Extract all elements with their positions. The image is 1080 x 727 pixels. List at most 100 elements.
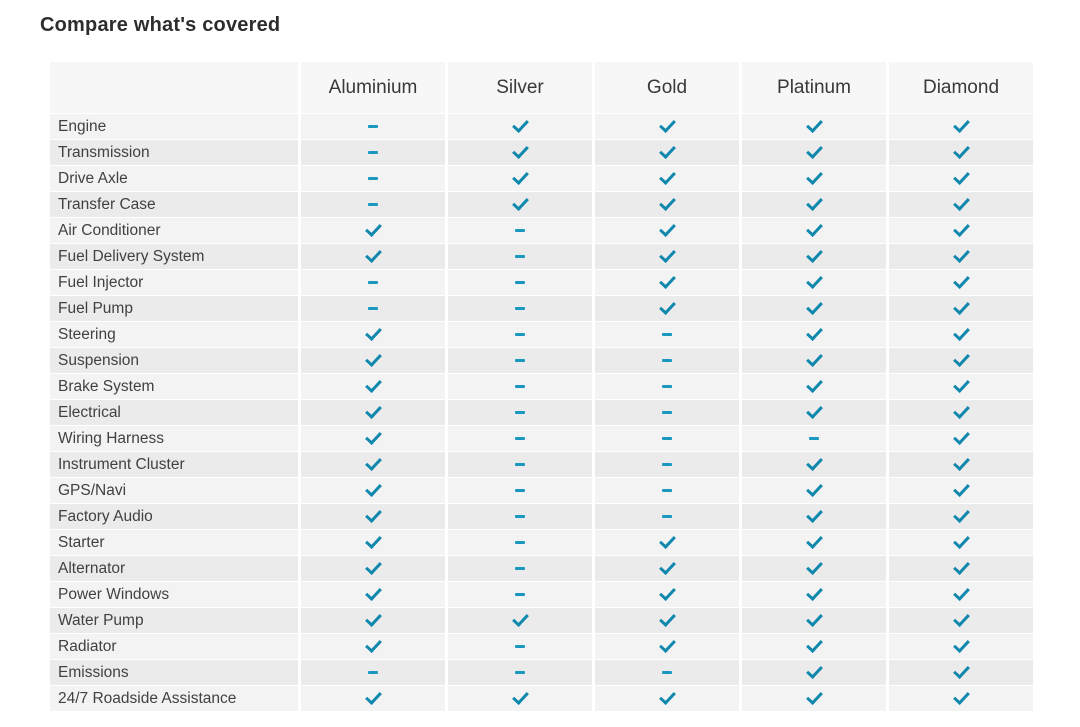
check-icon: [805, 349, 823, 368]
coverage-cell: [742, 634, 886, 659]
dash-icon: [368, 671, 378, 674]
coverage-cell: [742, 452, 886, 477]
check-icon: [952, 583, 970, 602]
dash-icon: [515, 333, 525, 336]
check-icon: [658, 297, 676, 316]
coverage-cell: [742, 218, 886, 243]
check-icon: [805, 245, 823, 264]
check-icon: [364, 583, 382, 602]
dash-icon: [368, 177, 378, 180]
check-icon: [658, 271, 676, 290]
dash-icon: [368, 307, 378, 310]
check-icon: [805, 479, 823, 498]
dash-icon: [515, 281, 525, 284]
check-icon: [805, 401, 823, 420]
coverage-cell: [889, 686, 1033, 711]
coverage-cell: [742, 348, 886, 373]
coverage-cell: [448, 634, 592, 659]
check-icon: [364, 479, 382, 498]
check-icon: [364, 505, 382, 524]
coverage-comparison-table: Aluminium Silver Gold Platinum Diamond Engine…: [50, 62, 1033, 711]
check-icon: [952, 323, 970, 342]
row-label: Instrument Cluster: [50, 452, 298, 477]
coverage-cell: [448, 452, 592, 477]
row-label: Wiring Harness: [50, 426, 298, 451]
coverage-cell: [595, 556, 739, 581]
check-icon: [805, 323, 823, 342]
check-icon: [805, 661, 823, 680]
coverage-cell: [448, 686, 592, 711]
coverage-cell: [448, 218, 592, 243]
check-icon: [658, 531, 676, 550]
column-header-gold: Gold: [595, 62, 739, 113]
coverage-cell: [742, 556, 886, 581]
coverage-cell: [301, 400, 445, 425]
coverage-cell: [742, 478, 886, 503]
dash-icon: [662, 489, 672, 492]
coverage-cell: [595, 114, 739, 139]
coverage-cell: [889, 296, 1033, 321]
coverage-cell: [742, 660, 886, 685]
check-icon: [658, 609, 676, 628]
check-icon: [952, 479, 970, 498]
coverage-cell: [448, 322, 592, 347]
coverage-cell: [742, 426, 886, 451]
coverage-cell: [889, 218, 1033, 243]
row-label: Brake System: [50, 374, 298, 399]
check-icon: [511, 115, 529, 134]
column-header-platinum: Platinum: [742, 62, 886, 113]
coverage-cell: [742, 530, 886, 555]
check-icon: [952, 661, 970, 680]
check-icon: [805, 635, 823, 654]
coverage-cell: [595, 348, 739, 373]
check-icon: [805, 375, 823, 394]
dash-icon: [515, 645, 525, 648]
dash-icon: [515, 593, 525, 596]
check-icon: [511, 609, 529, 628]
dash-icon: [368, 151, 378, 154]
row-label: Electrical: [50, 400, 298, 425]
coverage-cell: [448, 504, 592, 529]
coverage-cell: [301, 452, 445, 477]
column-header-silver: Silver: [448, 62, 592, 113]
page-title: Compare what's covered: [40, 14, 281, 36]
coverage-cell: [742, 504, 886, 529]
check-icon: [511, 687, 529, 706]
coverage-cell: [889, 114, 1033, 139]
check-icon: [952, 375, 970, 394]
coverage-cell: [595, 452, 739, 477]
check-icon: [658, 141, 676, 160]
check-icon: [364, 427, 382, 446]
check-icon: [952, 401, 970, 420]
coverage-cell: [595, 400, 739, 425]
check-icon: [805, 453, 823, 472]
coverage-cell: [448, 478, 592, 503]
dash-icon: [368, 125, 378, 128]
row-label: Emissions: [50, 660, 298, 685]
coverage-cell: [889, 582, 1033, 607]
row-label: Fuel Pump: [50, 296, 298, 321]
coverage-cell: [595, 504, 739, 529]
coverage-cell: [595, 192, 739, 217]
check-icon: [952, 297, 970, 316]
header-spacer: [50, 62, 298, 113]
check-icon: [805, 193, 823, 212]
coverage-cell: [595, 244, 739, 269]
coverage-cell: [448, 348, 592, 373]
row-label: Engine: [50, 114, 298, 139]
coverage-cell: [595, 660, 739, 685]
coverage-cell: [448, 400, 592, 425]
check-icon: [364, 349, 382, 368]
check-icon: [805, 609, 823, 628]
coverage-cell: [889, 452, 1033, 477]
coverage-cell: [301, 660, 445, 685]
coverage-cell: [301, 556, 445, 581]
dash-icon: [515, 671, 525, 674]
row-label: Transmission: [50, 140, 298, 165]
dash-icon: [515, 359, 525, 362]
coverage-cell: [889, 504, 1033, 529]
coverage-cell: [448, 192, 592, 217]
coverage-cell: [742, 140, 886, 165]
column-header-aluminium: Aluminium: [301, 62, 445, 113]
dash-icon: [515, 307, 525, 310]
